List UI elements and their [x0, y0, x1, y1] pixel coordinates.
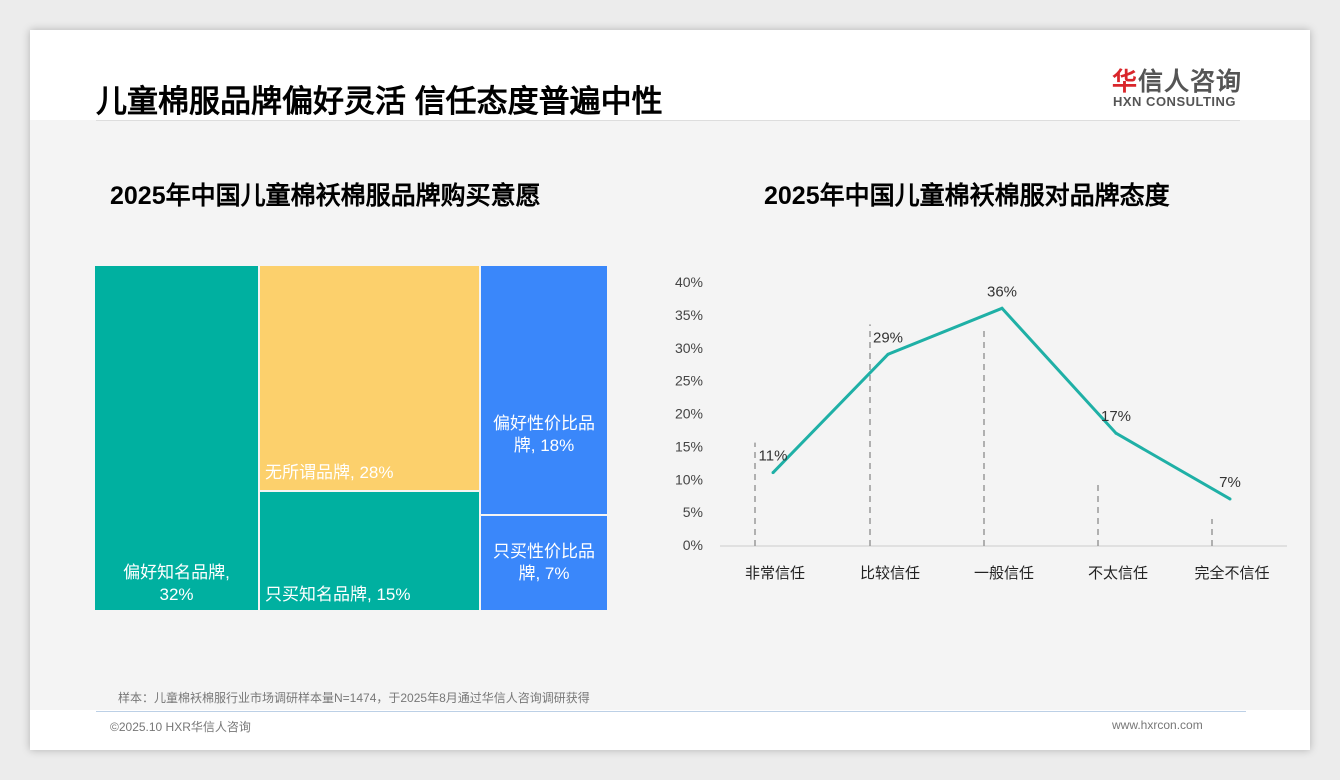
- y-tick-label: 15%: [675, 438, 703, 454]
- x-tick-label: 非常信任: [745, 565, 805, 582]
- y-tick-label: 10%: [675, 471, 703, 487]
- treemap-title: 2025年中国儿童棉袄棉服品牌购买意愿: [110, 182, 541, 210]
- website: www.hxrcon.com: [1112, 718, 1203, 732]
- x-tick-label: 一般信任: [974, 565, 1034, 582]
- y-tick-label: 25%: [675, 373, 703, 389]
- data-point: [886, 352, 890, 356]
- page-title: 儿童棉服品牌偏好灵活 信任态度普遍中性: [96, 84, 663, 119]
- x-tick-label: 比较信任: [860, 564, 920, 582]
- logo-cn: 信人咨询: [1138, 68, 1243, 96]
- x-tick-label: 完全不信任: [1194, 564, 1269, 582]
- series-line: [771, 306, 1231, 501]
- treemap-cell-1: 无所谓品牌, 28%: [260, 266, 479, 490]
- cell-label: 偏好知名品牌, 32%: [123, 563, 230, 604]
- data-point: [1228, 497, 1232, 501]
- y-tick-label: 5%: [683, 504, 703, 520]
- line-chart-title: 2025年中国儿童棉袄棉服对品牌态度: [764, 182, 1170, 210]
- y-tick-label: 35%: [675, 307, 703, 323]
- logo: 华信人咨询: [1112, 62, 1242, 98]
- data-label: 11%: [759, 448, 788, 465]
- footer-divider: [96, 711, 1246, 712]
- y-tick-label: 40%: [675, 274, 703, 290]
- data-point: [771, 471, 775, 475]
- treemap-cell-0: 偏好知名品牌, 32%: [95, 266, 258, 610]
- data-label: 29%: [873, 329, 903, 346]
- data-label: 17%: [1101, 408, 1131, 425]
- data-label: 36%: [987, 283, 1017, 300]
- y-tick-label: 0%: [683, 537, 703, 553]
- data-point: [1114, 431, 1118, 435]
- cell-label: 只买性价比品牌, 7%: [493, 542, 595, 583]
- cell-label: 偏好性价比品牌, 18%: [493, 414, 595, 455]
- divider: [96, 120, 1240, 121]
- treemap-cell-2: 只买知名品牌, 15%: [260, 492, 479, 610]
- data-label: 7%: [1219, 474, 1241, 491]
- cell-label: 只买知名品牌, 15%: [265, 585, 411, 604]
- logo-en: HXN CONSULTING: [1113, 94, 1237, 109]
- treemap-cell-3: 偏好性价比品牌, 18%: [481, 266, 607, 514]
- data-point: [1000, 306, 1004, 310]
- y-tick-label: 20%: [675, 406, 703, 422]
- x-tick-label: 不太信任: [1088, 565, 1148, 582]
- y-tick-label: 30%: [675, 340, 703, 356]
- treemap-cell-4: 只买性价比品牌, 7%: [481, 516, 607, 610]
- copyright: ©2025.10 HXR华信人咨询: [110, 720, 251, 734]
- cell-label: 无所谓品牌, 28%: [265, 463, 394, 482]
- logo-red: 华: [1112, 68, 1139, 96]
- sample-note: 样本：儿童棉袄棉服行业市场调研样本量N=1474，于2025年8月通过华信人咨询…: [118, 691, 590, 705]
